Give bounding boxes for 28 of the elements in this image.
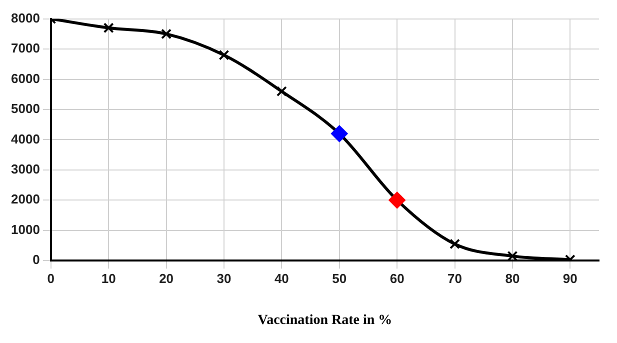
x-tick-label: 20 [159, 270, 174, 286]
y-tick-label: 4000 [11, 131, 40, 146]
point [450, 238, 460, 250]
x-tick-label: 10 [101, 270, 116, 286]
point [330, 125, 348, 142]
point [103, 22, 114, 34]
x-tick-label: 70 [448, 270, 462, 286]
y-tick-label: 6000 [11, 70, 40, 86]
x-axis-title: Vaccination Rate in % [258, 313, 392, 328]
x-tick-label: 40 [274, 270, 289, 286]
y-tick-label: 2000 [11, 192, 40, 207]
point [161, 28, 172, 40]
y-tick-label: 7000 [11, 40, 40, 56]
x-tick-label: 0 [47, 270, 55, 286]
x-tick-label: 30 [216, 270, 232, 286]
x-tick-label: 90 [562, 270, 578, 286]
y-tick-label: 3000 [11, 162, 40, 177]
point [388, 192, 406, 209]
x-tick-label: 80 [505, 270, 520, 286]
y-tick-label: 5000 [11, 101, 40, 116]
y-tick-label: 8000 [11, 10, 40, 26]
x-tick-label: 50 [332, 270, 347, 286]
point [507, 250, 518, 261]
y-tick-label: 0 [32, 252, 40, 268]
x-tick-label: 60 [390, 270, 404, 286]
point [276, 86, 287, 97]
point [218, 50, 230, 60]
y-tick-label: 1000 [11, 222, 40, 237]
